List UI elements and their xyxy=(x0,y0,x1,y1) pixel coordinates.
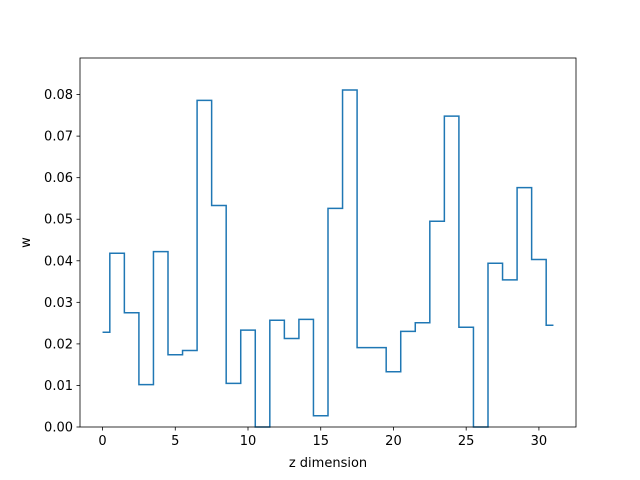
axes: 0 5 10 15 20 25 30 0.00 0.01 0.02 0.03 0.04 0.05 0.06… xyxy=(44,57,577,449)
y-tick-label: 0.08 xyxy=(44,88,73,103)
x-tick-label: 5 xyxy=(171,434,179,449)
x-tick-label: 30 xyxy=(531,434,548,449)
y-tick-label: 0.07 xyxy=(44,130,73,145)
y-tick-label: 0.00 xyxy=(44,421,73,436)
y-tick-label: 0.02 xyxy=(44,337,73,352)
x-tick-label: 0 xyxy=(98,434,106,449)
y-tick-label: 0.01 xyxy=(44,379,73,394)
y-tick-label: 0.04 xyxy=(44,254,73,269)
y-tick-label: 0.03 xyxy=(44,296,73,311)
y-tick-label: 0.06 xyxy=(44,171,73,186)
y-tick-label: 0.05 xyxy=(44,213,73,228)
x-axis-label: z dimension xyxy=(289,456,367,471)
x-tick-label: 10 xyxy=(240,434,257,449)
x-tick-label: 15 xyxy=(312,434,329,449)
y-axis-label: w xyxy=(19,237,34,248)
x-tick-label: 25 xyxy=(458,434,475,449)
x-tick-label: 20 xyxy=(385,434,402,449)
axes-frame xyxy=(79,57,577,428)
